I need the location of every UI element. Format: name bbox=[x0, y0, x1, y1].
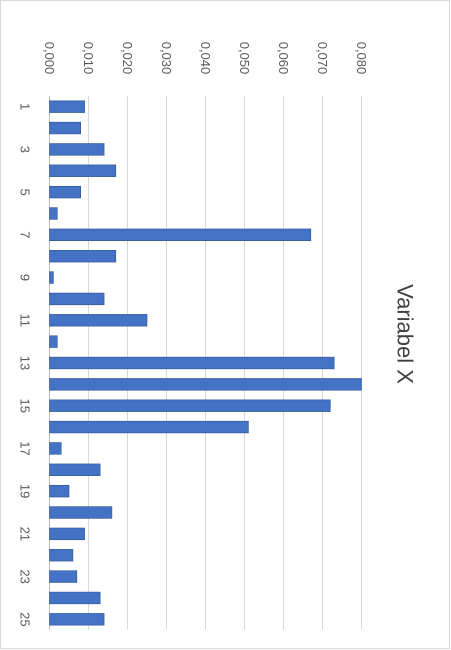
bar bbox=[49, 527, 85, 541]
category-tick-label: 11 bbox=[18, 314, 33, 328]
value-tick-label: 0,040 bbox=[198, 42, 213, 75]
bar bbox=[49, 420, 249, 434]
bar bbox=[49, 506, 113, 519]
bar bbox=[49, 228, 312, 242]
category-tick-label: 7 bbox=[18, 231, 33, 238]
category-tick-label: 15 bbox=[18, 398, 33, 412]
bar bbox=[49, 164, 117, 177]
category-tick-label: 25 bbox=[18, 612, 33, 626]
category-tick-label: 3 bbox=[18, 146, 33, 153]
value-tick-label: 0,010 bbox=[81, 42, 96, 75]
bar bbox=[49, 399, 331, 412]
bar bbox=[49, 484, 70, 498]
category-tick-label: 13 bbox=[18, 356, 33, 370]
category-tick-label: 23 bbox=[18, 569, 33, 583]
value-tick-label: 0,000 bbox=[42, 42, 57, 75]
value-tick-label: 0,070 bbox=[315, 42, 330, 75]
value-tick-label: 0,050 bbox=[237, 42, 252, 75]
bar bbox=[49, 613, 105, 626]
bar bbox=[49, 314, 148, 327]
bar bbox=[49, 143, 105, 156]
bar bbox=[49, 207, 58, 220]
value-tick-label: 0,080 bbox=[354, 42, 369, 75]
bar bbox=[49, 570, 78, 583]
bar bbox=[49, 549, 74, 562]
bar bbox=[49, 121, 82, 135]
bar bbox=[49, 463, 101, 476]
value-tick-label: 0,060 bbox=[276, 42, 291, 75]
bar bbox=[49, 442, 62, 455]
bar bbox=[49, 250, 117, 263]
bar bbox=[49, 100, 85, 113]
bar bbox=[49, 378, 362, 391]
bars bbox=[49, 100, 362, 626]
value-axis-ticks: 0,000 0,010 0,020 0,030 0,040 0,050 0,060 0,070… bbox=[42, 42, 369, 75]
value-tick-label: 0,030 bbox=[159, 42, 174, 75]
value-tick-label: 0,020 bbox=[120, 42, 135, 75]
bar bbox=[49, 591, 101, 605]
category-tick-label: 9 bbox=[18, 274, 33, 281]
category-tick-label: 1 bbox=[18, 103, 33, 110]
bar bbox=[49, 356, 335, 370]
bar bbox=[49, 335, 58, 348]
category-tick-label: 5 bbox=[18, 189, 33, 196]
bar bbox=[49, 185, 82, 199]
bar bbox=[49, 292, 105, 306]
bar bbox=[49, 271, 54, 284]
category-tick-label: 17 bbox=[18, 441, 33, 455]
category-tick-label: 21 bbox=[18, 527, 33, 541]
category-tick-label: 19 bbox=[18, 484, 33, 498]
chart-title: Variabel X bbox=[393, 284, 418, 384]
